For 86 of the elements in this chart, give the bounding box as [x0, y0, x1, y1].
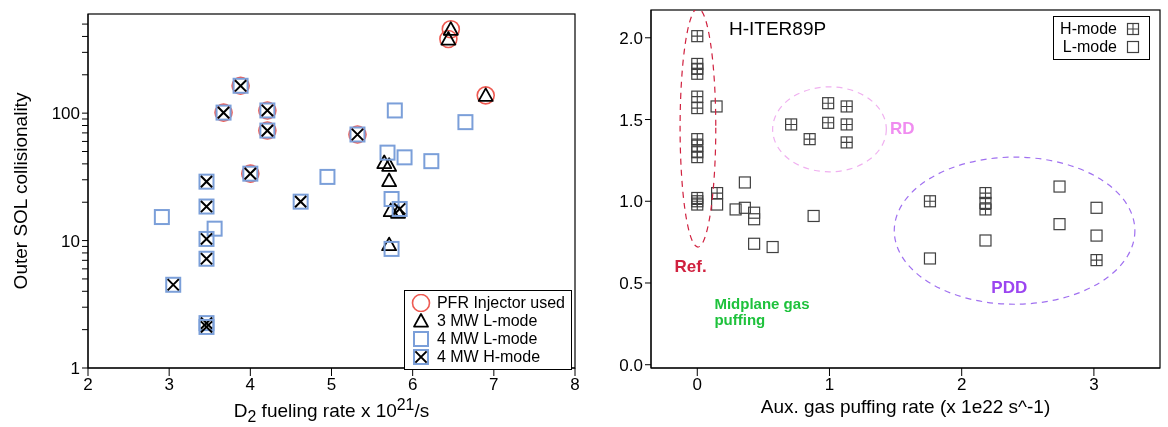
point [822, 116, 835, 129]
x-axis-title: Aux. gas puffing rate (x 1e22 s^-1) [759, 396, 1052, 418]
y-axis-title: Outer SOL collisionality [9, 92, 31, 290]
point [691, 62, 704, 75]
legend-label: 4 MW L-mode [436, 330, 538, 348]
point [710, 100, 723, 113]
point [923, 252, 937, 265]
point [766, 240, 779, 254]
x-tick-label: 4 [245, 375, 256, 395]
point [711, 186, 724, 200]
point [803, 133, 816, 146]
point [383, 190, 400, 207]
point [396, 149, 413, 166]
point [807, 209, 820, 223]
point [206, 220, 223, 237]
point [1053, 180, 1066, 193]
x-tick-label: 3 [164, 375, 174, 395]
x-tick-label: 8 [570, 375, 580, 395]
y-tick-label: 1.0 [619, 192, 643, 212]
point [748, 213, 761, 226]
point [381, 236, 398, 252]
annotation: PDD [991, 277, 1028, 298]
point [153, 209, 170, 226]
annotation: Midplane gas puffing [714, 295, 811, 329]
point [738, 201, 751, 214]
point [979, 186, 992, 200]
legend-label: 4 MW H-mode [436, 348, 541, 366]
y-tick-label: 1 [70, 359, 80, 379]
point [729, 203, 742, 216]
point [840, 136, 853, 149]
x-tick-label: 2 [83, 375, 93, 395]
point [691, 90, 704, 103]
point [840, 118, 853, 131]
point [979, 234, 992, 247]
point [691, 133, 704, 146]
x-tick-label: 5 [326, 375, 337, 395]
point [383, 240, 400, 257]
point [979, 196, 992, 209]
point [1090, 229, 1103, 242]
point [691, 30, 704, 43]
y-tick-label: 0.5 [619, 274, 643, 294]
legend-label: L-mode [1062, 38, 1117, 56]
legend-label: 3 MW L-mode [436, 312, 538, 330]
point [381, 172, 398, 188]
point [1053, 218, 1066, 231]
x-tick-label: 0 [692, 375, 703, 395]
chart-title: H-ITER89P [729, 18, 827, 40]
y-tick-label: 100 [51, 104, 80, 124]
legend-label: H-mode [1060, 20, 1117, 38]
y-tick-label: 2.0 [619, 28, 643, 48]
point [376, 154, 393, 169]
point [382, 202, 399, 218]
y-tick-label: 0.0 [619, 355, 643, 375]
point [386, 102, 403, 119]
point [979, 203, 992, 216]
point [691, 151, 704, 164]
x-tick-label: 2 [956, 375, 967, 395]
point [1090, 201, 1103, 214]
point [691, 101, 704, 115]
x-tick-label: 1 [824, 375, 835, 395]
x-tick-label: 3 [1089, 375, 1099, 395]
point [691, 191, 704, 205]
point [1090, 254, 1103, 267]
x-tick-label: 7 [489, 375, 499, 395]
point [711, 198, 724, 211]
point [748, 237, 761, 250]
y-tick-label: 10 [61, 231, 80, 251]
point [785, 118, 798, 131]
point [379, 144, 396, 161]
x-tick-label: 6 [407, 375, 418, 395]
point [381, 157, 398, 172]
point [423, 153, 440, 170]
point [457, 114, 474, 131]
point [691, 57, 704, 71]
point [840, 100, 853, 113]
point [319, 168, 336, 185]
x-axis-title: D$_{2}$ fueling rate x 10$^{21}$/s [232, 396, 431, 427]
point [738, 176, 751, 189]
point [748, 206, 761, 219]
annotation: Ref. [674, 256, 707, 277]
annotation: RD [889, 119, 915, 140]
point [822, 97, 835, 110]
y-tick-label: 1.5 [619, 110, 643, 130]
point [691, 67, 704, 80]
legend-label: PFR Injector used [436, 294, 565, 312]
point [923, 195, 937, 208]
